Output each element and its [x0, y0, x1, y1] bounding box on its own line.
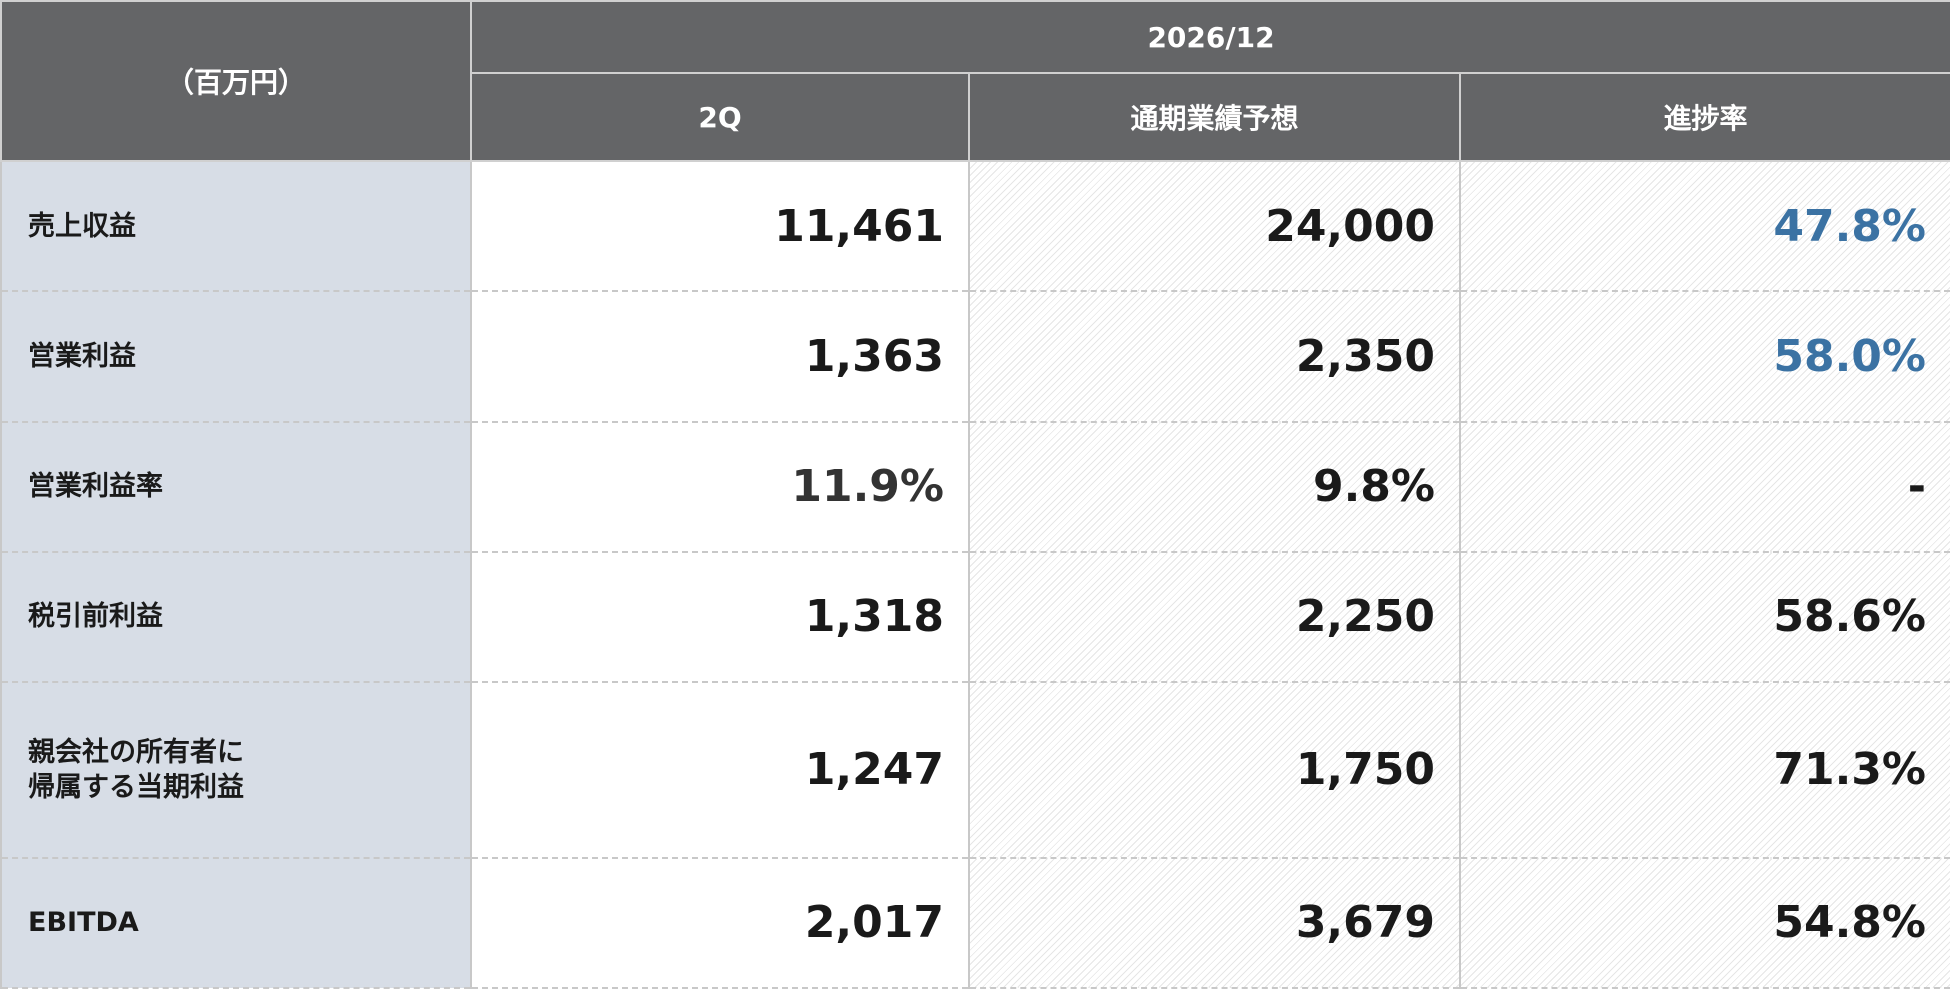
cell-value: 3,679 [968, 857, 1461, 989]
data-row: 営業利益率 11.9% 9.8% - [0, 421, 1950, 553]
cell-value: 1,750 [968, 682, 1461, 859]
data-row: 親会社の所有者に 帰属する当期利益 1,247 1,750 71.3% [0, 682, 1950, 859]
cell-value: 1,363 [470, 291, 970, 423]
period-header: 2026/12 [469, 0, 1950, 74]
data-row: 売上収益 11,461 24,000 47.8% [0, 161, 1950, 293]
row-label: 親会社の所有者に 帰属する当期利益 [0, 682, 472, 859]
cell-value: - [1458, 421, 1950, 553]
data-row: 営業利益 1,363 2,350 58.0% [0, 291, 1950, 423]
cell-value: 2,017 [470, 857, 970, 989]
column-header: 進捗率 [1458, 72, 1950, 162]
cell-value: 11,461 [470, 161, 970, 293]
header-row: （百万円） 2026/12 [0, 0, 1950, 162]
cell-value: 2,350 [968, 291, 1461, 423]
cell-value: 2,250 [968, 551, 1461, 684]
cell-value: 9.8% [968, 421, 1461, 553]
cell-value: 1,247 [470, 682, 970, 859]
column-header: 2Q [470, 72, 970, 162]
row-label: 売上収益 [0, 161, 472, 293]
row-label: 税引前利益 [0, 551, 472, 684]
cell-value: 1,318 [470, 551, 970, 684]
cell-value: 47.8% [1458, 161, 1950, 293]
cell-value: 58.6% [1458, 551, 1950, 684]
header-row: 2Q 通期業績予想 進捗率 [1, 72, 1950, 162]
data-row: 税引前利益 1,318 2,250 58.6% [0, 551, 1950, 684]
cell-value: 54.8% [1458, 857, 1950, 989]
row-label: EBITDA [0, 857, 472, 989]
unit-header: （百万円） [0, 0, 472, 162]
data-row: EBITDA 2,017 3,679 54.8% [0, 857, 1950, 989]
cell-value: 24,000 [968, 161, 1461, 293]
row-label: 営業利益率 [0, 421, 472, 553]
column-header: 通期業績予想 [968, 72, 1461, 162]
cell-value: 58.0% [1458, 291, 1950, 423]
row-label: 営業利益 [0, 291, 472, 423]
cell-value: 71.3% [1458, 682, 1950, 859]
cell-value: 11.9% [470, 421, 970, 553]
